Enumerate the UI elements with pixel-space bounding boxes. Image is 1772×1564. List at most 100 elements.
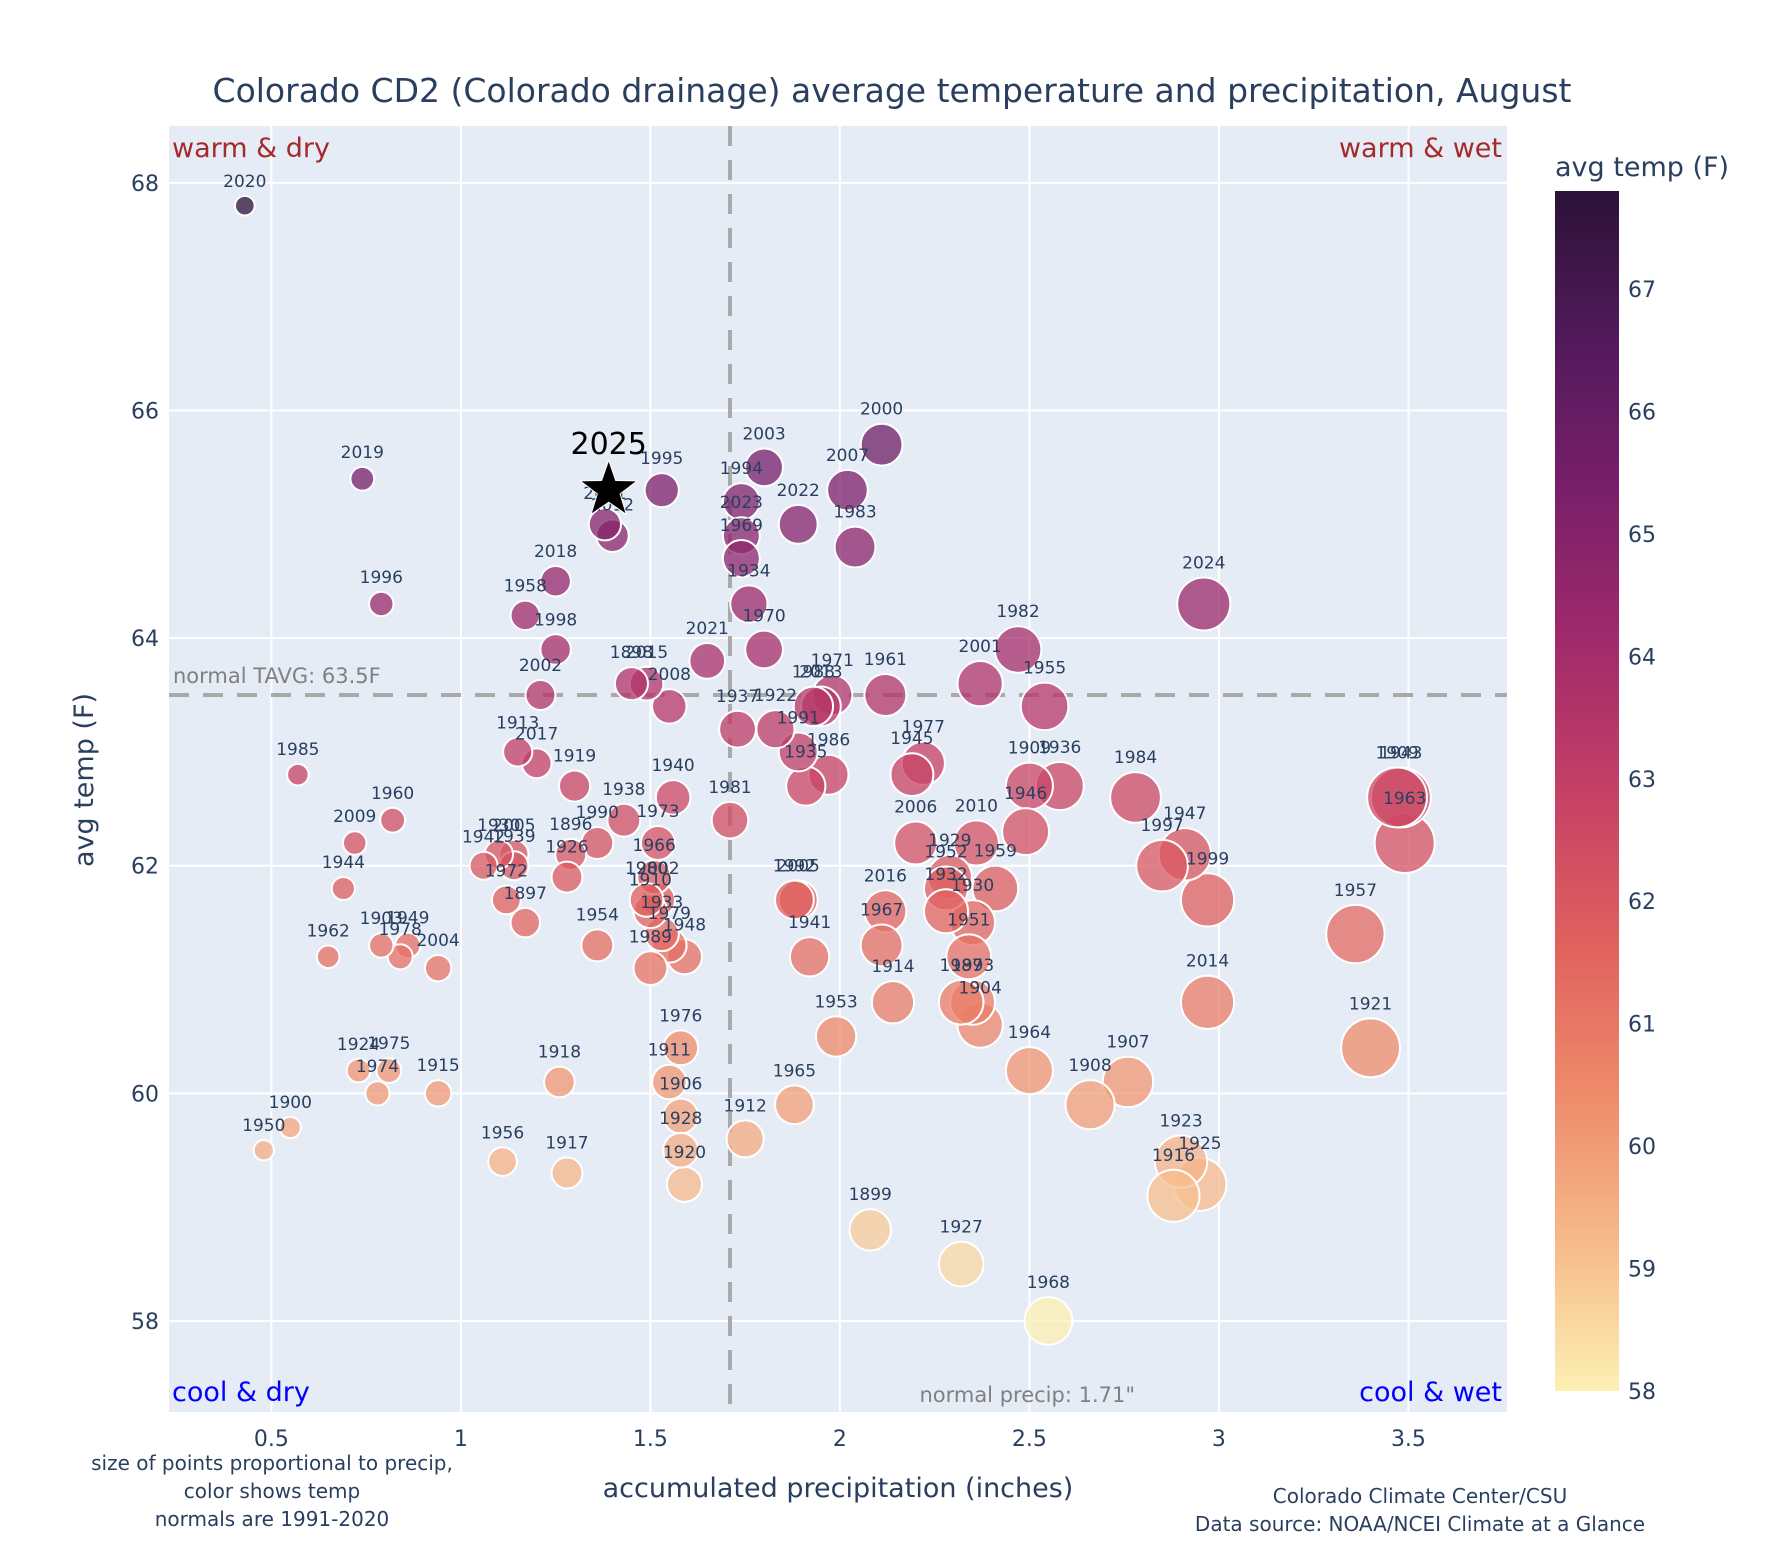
data-point bbox=[1001, 807, 1051, 857]
data-points bbox=[233, 194, 1436, 1346]
y-tick-label: 68 bbox=[131, 172, 159, 197]
point-label: 2021 bbox=[686, 619, 729, 639]
data-point bbox=[490, 884, 522, 916]
point-label: 1911 bbox=[648, 1041, 691, 1061]
data-point bbox=[662, 1131, 700, 1169]
data-point bbox=[330, 875, 356, 902]
point-label: 1951 bbox=[947, 910, 990, 930]
point-label: 1914 bbox=[871, 957, 914, 977]
x-tick-label: 3.5 bbox=[1391, 1427, 1426, 1452]
x-tick-labels: 0.5 1 1.5 2 2.5 3 3.5 bbox=[254, 1427, 1426, 1452]
data-point bbox=[956, 660, 1004, 708]
point-label: 1967 bbox=[860, 900, 903, 920]
colorbar-tick-label: 59 bbox=[1628, 1258, 1656, 1283]
normal-precip-label: normal precip: 1.71" bbox=[919, 1383, 1135, 1407]
point-label: 1932 bbox=[924, 865, 967, 885]
footnote-line: size of points proportional to precip, bbox=[91, 1451, 453, 1475]
point-label: 1927 bbox=[940, 1218, 983, 1238]
data-point bbox=[509, 906, 542, 939]
y-axis-title: avg temp (F) bbox=[69, 693, 100, 867]
point-label: 2017 bbox=[515, 724, 558, 744]
point-label: 1907 bbox=[1106, 1033, 1149, 1053]
data-point bbox=[710, 800, 750, 840]
data-point bbox=[859, 923, 904, 968]
data-point bbox=[729, 584, 769, 624]
colorbar-tick-label: 64 bbox=[1628, 645, 1656, 670]
data-point bbox=[721, 538, 761, 578]
point-label: 1910 bbox=[629, 870, 672, 890]
data-point bbox=[539, 633, 572, 666]
point-label: 1989 bbox=[629, 927, 672, 947]
point-label: 1945 bbox=[890, 729, 933, 749]
data-point bbox=[863, 673, 908, 718]
point-label: 1956 bbox=[481, 1123, 524, 1143]
chart-title: Colorado CD2 (Colorado drainage) average… bbox=[213, 71, 1572, 110]
point-label: 1942 bbox=[462, 828, 505, 848]
point-label: 1915 bbox=[416, 1056, 459, 1076]
point-label: 2006 bbox=[894, 797, 937, 817]
colorbar-tick-label: 66 bbox=[1628, 400, 1656, 425]
data-point bbox=[665, 1165, 703, 1203]
point-label: 1916 bbox=[1152, 1146, 1195, 1166]
data-point bbox=[848, 1208, 892, 1252]
data-point bbox=[662, 1029, 700, 1067]
point-label: 1975 bbox=[367, 1034, 410, 1054]
point-label: 1972 bbox=[485, 861, 528, 881]
point-label: 1971 bbox=[811, 651, 854, 671]
point-label: 1949 bbox=[386, 909, 429, 929]
point-label: 1940 bbox=[651, 756, 694, 776]
data-point bbox=[502, 736, 534, 768]
data-point bbox=[643, 472, 680, 509]
point-label: 1923 bbox=[1159, 1111, 1202, 1131]
point-label: 1986 bbox=[807, 731, 850, 751]
point-label: 1934 bbox=[727, 561, 770, 581]
point-label: 1964 bbox=[1008, 1023, 1051, 1043]
y-tick-label: 62 bbox=[131, 855, 159, 880]
point-label: 1925 bbox=[1178, 1134, 1221, 1154]
point-label: 2002 bbox=[519, 656, 562, 676]
colorbar-tick-label: 65 bbox=[1628, 523, 1656, 548]
point-label: 1994 bbox=[720, 459, 763, 479]
point-label: 2005 bbox=[777, 856, 820, 876]
colorbar-tick-label: 60 bbox=[1628, 1135, 1656, 1160]
data-point bbox=[945, 933, 993, 981]
data-point bbox=[718, 709, 757, 749]
y-tick-labels: 58 60 62 64 66 68 bbox=[131, 172, 159, 1335]
point-label: 1936 bbox=[1038, 738, 1081, 758]
point-label: 1926 bbox=[545, 838, 588, 858]
point-label: 1909 bbox=[1008, 739, 1051, 759]
data-point bbox=[744, 447, 784, 488]
point-label: 1958 bbox=[504, 577, 547, 597]
point-label: 1983 bbox=[833, 503, 876, 523]
x-tick-label: 0.5 bbox=[254, 1427, 289, 1452]
colorbar-tick-label: 58 bbox=[1628, 1380, 1656, 1405]
point-label: 1991 bbox=[777, 708, 820, 728]
point-label: 1961 bbox=[864, 650, 907, 670]
data-point bbox=[937, 1240, 985, 1288]
point-label: 1954 bbox=[576, 905, 619, 925]
point-label: 1985 bbox=[276, 740, 319, 760]
y-tick-label: 64 bbox=[131, 627, 159, 652]
point-label: 2008 bbox=[648, 665, 691, 685]
colorbar-tick-label: 63 bbox=[1628, 768, 1656, 793]
normal-lines bbox=[169, 126, 1507, 1412]
data-point bbox=[922, 888, 970, 935]
point-label: 1990 bbox=[576, 803, 619, 823]
quadrant-label-cool-dry: cool & dry bbox=[172, 1377, 310, 1408]
data-point bbox=[1064, 1079, 1116, 1131]
point-label: 1953 bbox=[814, 992, 857, 1012]
data-point bbox=[952, 819, 1000, 867]
data-point bbox=[1019, 681, 1070, 732]
data-point bbox=[1366, 766, 1428, 829]
point-label: 2013 bbox=[799, 663, 842, 683]
x-axis-title: accumulated precipitation (inches) bbox=[603, 1473, 1074, 1504]
point-label: 2004 bbox=[416, 931, 459, 951]
point-label: 1917 bbox=[545, 1134, 588, 1154]
data-point bbox=[252, 1139, 275, 1162]
point-label: 2014 bbox=[1186, 952, 1229, 972]
data-point bbox=[889, 752, 935, 798]
x-tick-label: 3 bbox=[1212, 1427, 1226, 1452]
y-tick-label: 58 bbox=[131, 1310, 159, 1335]
data-point bbox=[632, 950, 669, 987]
